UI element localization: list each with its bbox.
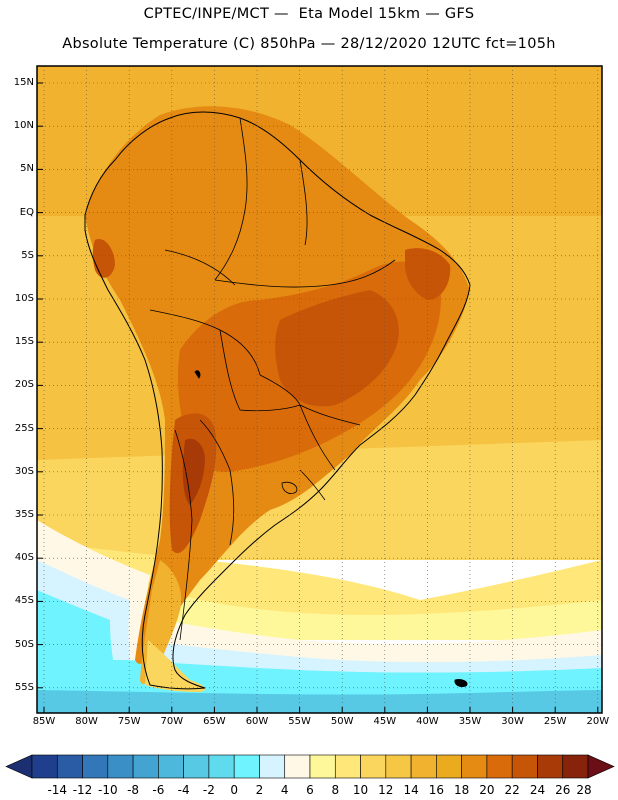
colorbar-label: -8 <box>127 783 140 797</box>
lon-label: 40W <box>416 716 439 727</box>
colorbar-swatch <box>511 754 538 779</box>
colorbar-high-arrow <box>587 754 615 779</box>
colorbar-label: 2 <box>255 783 264 797</box>
colorbar-swatch <box>385 754 412 779</box>
colorbar-swatch <box>208 754 235 779</box>
field-deep-cold <box>37 690 602 713</box>
lon-label: 20W <box>586 716 610 727</box>
lon-label: 80W <box>75 716 98 727</box>
colorbar-swatch <box>107 754 134 779</box>
lat-label: 10S <box>14 293 34 304</box>
lon-label: 75W <box>117 716 141 727</box>
colorbar-low-arrow <box>5 754 33 779</box>
colorbar-label: 6 <box>306 783 314 797</box>
colorbar-label: 26 <box>555 783 571 797</box>
lon-label: 25W <box>543 716 567 727</box>
colorbar-swatch <box>132 754 159 779</box>
colorbar-label: -14 <box>47 783 68 797</box>
lon-label: 55W <box>288 716 311 727</box>
colorbar-label: -10 <box>98 783 118 797</box>
colorbar-swatch <box>486 754 513 779</box>
lon-label: 60W <box>245 716 269 727</box>
continent-andes-north <box>92 239 115 278</box>
lat-label: 35S <box>14 509 34 520</box>
lon-label: 50W <box>330 716 354 727</box>
colorbar-swatch <box>183 754 210 779</box>
colorbar-label: 12 <box>378 783 394 797</box>
coastlines <box>84 111 471 690</box>
colorbar-swatch <box>309 754 336 779</box>
continent-hotter <box>275 290 399 407</box>
lat-label: 5S <box>21 249 34 261</box>
lat-label: 10N <box>13 120 34 132</box>
lat-label: 15S <box>14 336 34 348</box>
lat-label: 30S <box>14 465 34 477</box>
colorbar-swatch <box>436 754 462 779</box>
colorbar-swatch <box>410 754 437 779</box>
lon-label: 30W <box>501 716 524 727</box>
colorbar-label: 8 <box>331 783 340 797</box>
colorbar-swatch <box>360 754 387 779</box>
colorbar-swatch <box>82 754 109 779</box>
colorbar-swatch <box>31 754 58 779</box>
lon-label: 85W <box>32 716 56 727</box>
lat-label: 55S <box>14 681 34 693</box>
lat-label: 40S <box>14 552 34 564</box>
colorbar-label: 18 <box>453 783 470 797</box>
lon-label: 35W <box>458 716 482 727</box>
colorbar-label: 10 <box>352 783 369 797</box>
colorbar-label: -2 <box>202 783 215 797</box>
continent-patagonia-cold <box>145 640 206 692</box>
colorbar-swatch <box>461 754 488 779</box>
colorbar-label: 16 <box>428 783 444 797</box>
field-cool-band <box>37 560 602 640</box>
colorbar-label: 24 <box>529 783 546 797</box>
title-line2: Absolute Temperature (C) 850hPa — 28/12/… <box>62 36 556 52</box>
lat-label: 50S <box>14 638 34 650</box>
colorbar-label: 20 <box>479 783 495 797</box>
colorbar-label: 22 <box>504 783 520 797</box>
colorbar-swatch <box>284 754 311 779</box>
colorbar-label: 14 <box>403 783 419 797</box>
colorbar-label: 28 <box>576 783 592 797</box>
field-west-coldest <box>37 590 115 670</box>
lat-label: 15N <box>13 77 34 88</box>
colorbar-swatch <box>562 754 589 779</box>
lat-label: EQ <box>19 206 34 218</box>
colorbar-label: 0 <box>230 783 238 797</box>
colorbar-swatch <box>158 754 184 779</box>
colorbar-swatch <box>259 754 286 779</box>
lat-label: 5N <box>20 163 34 175</box>
lat-label: 45S <box>14 595 34 607</box>
colorbar-label: -12 <box>72 783 93 797</box>
colorbar-swatch <box>537 754 564 779</box>
colorbar <box>5 754 615 779</box>
colorbar-label: 4 <box>280 783 289 797</box>
colorbar-label: -4 <box>177 783 190 797</box>
lat-label: 20S <box>14 379 34 391</box>
title-line1: CPTEC/INPE/MCT — Eta Model 15km — GFS <box>143 6 475 22</box>
lat-label: 25S <box>14 422 34 434</box>
lon-label: 45W <box>373 716 397 727</box>
small-features <box>194 370 468 688</box>
colorbar-swatch <box>56 754 83 779</box>
lon-label: 70W <box>160 716 184 727</box>
lon-label: 65W <box>203 716 226 727</box>
map-frame <box>36 65 603 714</box>
colorbar-swatch <box>334 754 361 779</box>
colorbar-label: -6 <box>152 783 165 797</box>
colorbar-swatch <box>233 754 260 779</box>
